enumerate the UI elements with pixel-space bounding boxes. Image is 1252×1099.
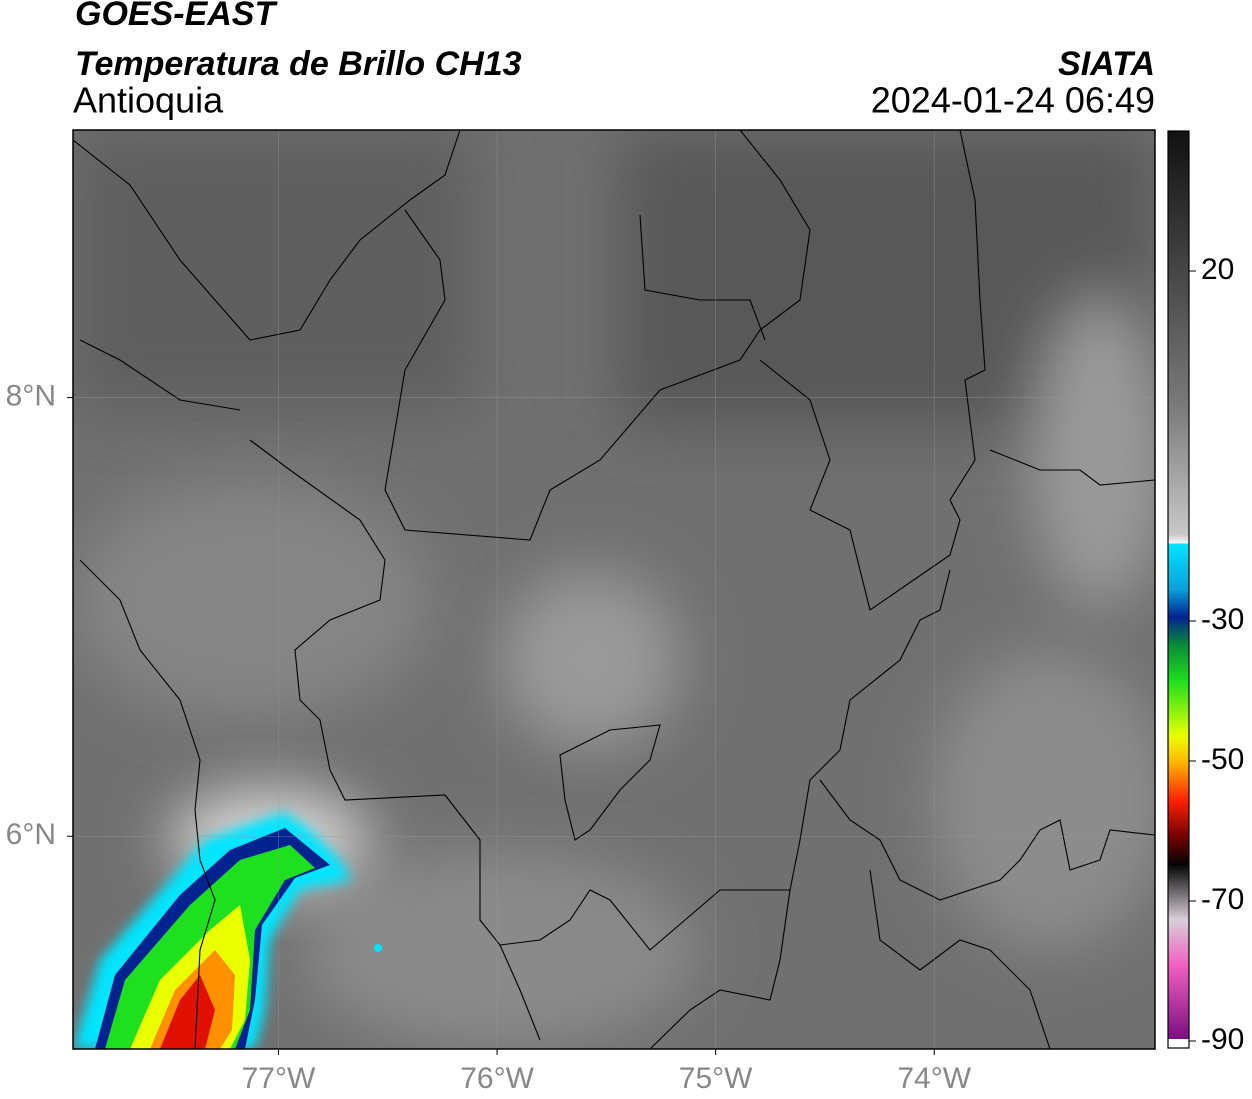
map-frame — [72, 129, 1156, 1050]
subtitle: Temperatura de Brillo CH13 — [75, 45, 522, 83]
imagery — [73, 130, 1155, 1049]
colorbar-tick-label: -30 — [1201, 603, 1244, 636]
title: GOES-EAST — [75, 0, 278, 33]
colorbar — [1167, 130, 1190, 1049]
region: Antioquia — [73, 80, 224, 121]
y-tick-label: 8°N — [6, 380, 56, 413]
datetime: 2024-01-24 06:49 — [871, 80, 1155, 121]
source: SIATA — [1058, 45, 1155, 83]
x-tick-label: 76°W — [460, 1062, 534, 1095]
colorbar-tick-label: -50 — [1201, 743, 1244, 776]
x-tick-label: 74°W — [897, 1062, 971, 1095]
graticule — [73, 130, 1155, 1049]
x-tick-label: 77°W — [242, 1062, 316, 1095]
x-tick-label: 75°W — [679, 1062, 753, 1095]
colorbar-tick-label: 20 — [1201, 253, 1234, 286]
y-tick-label: 6°N — [6, 818, 56, 851]
colorbar-tick-label: -90 — [1201, 1023, 1244, 1056]
colorbar-tick-label: -70 — [1201, 883, 1244, 916]
